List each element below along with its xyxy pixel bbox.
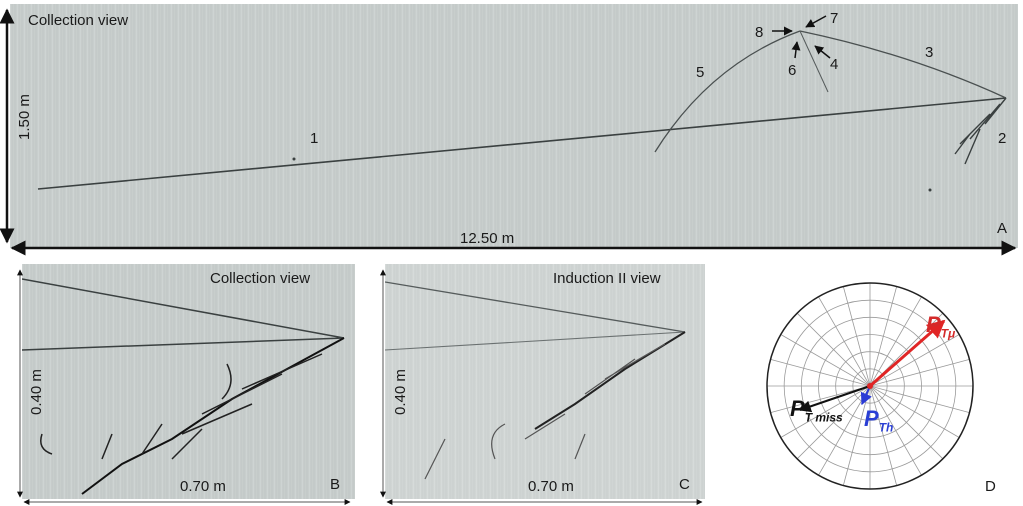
panel-a-height-label: 1.50 m <box>16 94 33 140</box>
track-label-7: 7 <box>830 10 839 27</box>
polar-grid-spoke <box>869 296 922 387</box>
panel-c-track-upper <box>385 281 686 333</box>
panel-b-title: Collection view <box>210 270 311 287</box>
muon-label: PTμ <box>926 312 955 340</box>
muon-label-sub: Tμ <box>940 326 956 341</box>
panel-b-track-upper <box>22 278 345 339</box>
track-label-5: 5 <box>696 64 705 81</box>
panel-c-height-label: 0.40 m <box>392 369 409 415</box>
panel-b-shower-fragments <box>40 353 323 460</box>
track-1 <box>37 97 1007 190</box>
panel-c-track-lower <box>385 331 686 351</box>
panel-a-collection-view: Collection view 1 2 3 4 5 6 7 8 A 12.50 … <box>10 4 1018 248</box>
polar-grid-ring <box>852 368 888 404</box>
panel-c-width-label: 0.70 m <box>528 478 574 495</box>
panel-c-shower-fragments <box>424 343 666 480</box>
track-label-8: 8 <box>755 24 764 41</box>
polar-grid-spoke <box>770 358 871 387</box>
polar-grid-spoke <box>842 385 871 486</box>
hadron-label: PTh <box>864 406 893 434</box>
hadron-vector <box>860 385 872 406</box>
panel-c-title: Induction II view <box>553 270 661 287</box>
panel-c-induction-view: Induction II view 0.70 m C <box>385 264 705 499</box>
polar-grid-spoke <box>869 334 960 387</box>
polar-grid-spoke <box>869 358 970 387</box>
panel-b-tracks <box>22 278 345 495</box>
track-label-6: 6 <box>788 62 797 79</box>
muon-label-main: P <box>926 312 941 337</box>
panel-b-collection-view: Collection view 0.70 m B <box>22 264 355 499</box>
polar-grid-spoke <box>818 296 871 387</box>
polar-grid-spoke <box>796 312 871 387</box>
panel-d-letter: D <box>985 478 996 495</box>
track-2-shower <box>954 97 1007 165</box>
track-4 <box>799 30 829 93</box>
hadron-label-main: P <box>864 406 879 431</box>
panel-b-width-label: 0.70 m <box>180 478 226 495</box>
polar-grid-spoke <box>869 385 898 486</box>
panel-a-letter: A <box>997 220 1008 237</box>
polar-grid-spoke <box>842 286 871 387</box>
track-label-2: 2 <box>998 130 1007 147</box>
track-3 <box>799 30 1007 99</box>
panel-b-height-label: 0.40 m <box>28 369 45 415</box>
panel-a-tracks <box>37 30 1007 192</box>
track-label-3: 3 <box>925 44 934 61</box>
panel-b-letter: B <box>330 476 341 493</box>
missing-label-sub: T miss <box>804 410 843 425</box>
panel-a-width-label: 12.50 m <box>460 230 515 247</box>
panel-c-letter: C <box>679 476 690 493</box>
track-5 <box>654 30 801 153</box>
panel-c-shower-core <box>534 331 686 430</box>
panel-c-tracks <box>385 281 686 480</box>
polar-origin <box>867 383 873 389</box>
panel-b-shower-core <box>81 337 345 495</box>
panel-a-title: Collection view <box>28 12 129 29</box>
panel-b-track-lower <box>22 337 345 351</box>
track-label-4: 4 <box>830 56 839 73</box>
missing-label: PT miss <box>790 396 843 424</box>
track-label-1: 1 <box>310 130 319 147</box>
polar-grid-spoke <box>780 334 871 387</box>
hadron-label-sub: Th <box>878 420 894 435</box>
polar-grid-spoke <box>869 286 898 387</box>
missing-label-main: P <box>790 396 805 421</box>
